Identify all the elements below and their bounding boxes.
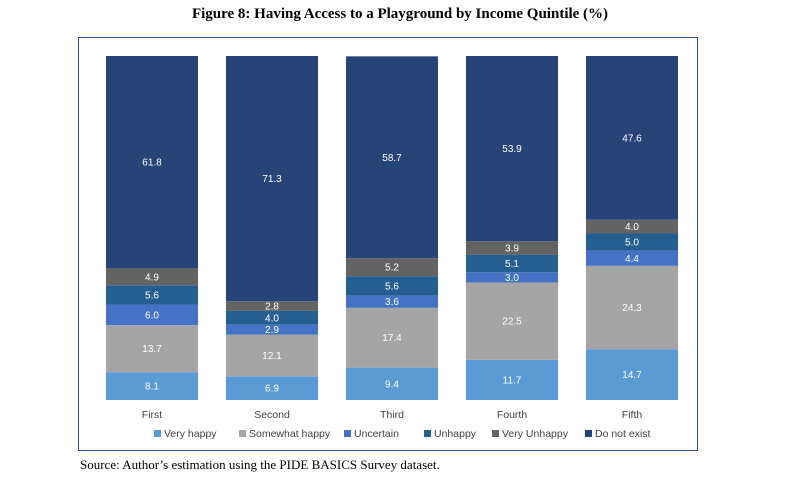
bar-segment bbox=[226, 334, 318, 377]
data-label: 22.5 bbox=[502, 317, 522, 328]
bar-segment bbox=[226, 56, 318, 302]
bar-segment bbox=[346, 295, 438, 308]
data-label: 5.0 bbox=[625, 238, 639, 249]
data-label: 12.1 bbox=[262, 351, 282, 362]
legend-label: Somewhat happy bbox=[249, 428, 331, 440]
x-tick-label: First bbox=[142, 409, 162, 421]
data-label: 9.4 bbox=[385, 379, 399, 390]
legend-label: Very Unhappy bbox=[502, 428, 569, 440]
bar-segment bbox=[466, 254, 558, 273]
bar-segment bbox=[226, 310, 318, 325]
source-note: Source: Author’s estimation using the PI… bbox=[80, 457, 440, 472]
data-label: 53.9 bbox=[502, 144, 522, 155]
bar-segment bbox=[466, 359, 558, 400]
bar-segment bbox=[346, 56, 438, 259]
data-label: 3.6 bbox=[385, 297, 399, 308]
bar-segment bbox=[106, 372, 198, 400]
data-label: 4.4 bbox=[625, 254, 639, 265]
legend-swatch bbox=[239, 430, 246, 437]
data-label: 11.7 bbox=[503, 375, 522, 386]
legend-swatch bbox=[344, 430, 351, 437]
legend-label: Unhappy bbox=[434, 428, 477, 440]
bar-segment bbox=[106, 268, 198, 286]
data-label: 6.0 bbox=[145, 310, 159, 321]
bar-segment bbox=[226, 376, 318, 400]
data-label: 58.7 bbox=[382, 153, 402, 164]
legend-swatch bbox=[154, 430, 161, 437]
data-label: 61.8 bbox=[142, 158, 162, 169]
legend-label: Do not exist bbox=[595, 428, 651, 440]
data-label: 2.8 bbox=[265, 302, 279, 313]
legend-swatch bbox=[585, 430, 592, 437]
bar-segment bbox=[106, 304, 198, 326]
bar-segment bbox=[346, 367, 438, 400]
bar-segment bbox=[466, 282, 558, 360]
data-label: 3.9 bbox=[505, 243, 519, 254]
bar-segment bbox=[466, 56, 558, 242]
data-label: 4.0 bbox=[625, 222, 639, 233]
chart-title: Figure 8: Having Access to a Playground … bbox=[191, 6, 609, 22]
data-label: 2.9 bbox=[265, 325, 279, 336]
bar-segment bbox=[346, 307, 438, 368]
bar-segment bbox=[586, 219, 678, 234]
bar-segment bbox=[106, 56, 198, 269]
legend-label: Very happy bbox=[164, 428, 217, 440]
bar-segment bbox=[106, 285, 198, 305]
data-label: 4.9 bbox=[145, 272, 159, 283]
data-label: 13.7 bbox=[142, 344, 162, 355]
bar-segment bbox=[346, 276, 438, 296]
data-label: 8.1 bbox=[145, 382, 159, 393]
data-label: 47.6 bbox=[622, 133, 642, 144]
x-tick-label: Second bbox=[254, 409, 290, 421]
x-tick-label: Third bbox=[380, 409, 404, 421]
legend-swatch bbox=[424, 430, 431, 437]
bar-segment bbox=[226, 301, 318, 311]
bar-segment bbox=[586, 265, 678, 350]
data-label: 24.3 bbox=[622, 303, 642, 314]
data-label: 6.9 bbox=[265, 384, 279, 395]
data-label: 17.4 bbox=[382, 333, 402, 344]
data-label: 71.3 bbox=[262, 174, 282, 185]
data-label: 5.6 bbox=[385, 281, 399, 292]
data-label: 4.0 bbox=[265, 313, 279, 324]
data-label: 5.6 bbox=[145, 290, 159, 301]
bar-segment bbox=[466, 272, 558, 283]
bar-segment bbox=[586, 349, 678, 400]
data-label: 5.1 bbox=[505, 259, 519, 270]
bar-segment bbox=[586, 56, 678, 220]
bar-segment bbox=[466, 241, 558, 255]
x-tick-label: Fourth bbox=[497, 409, 528, 421]
legend-swatch bbox=[492, 430, 499, 437]
legend-label: Uncertain bbox=[354, 428, 399, 440]
x-tick-label: Fifth bbox=[622, 409, 643, 421]
bar-segment bbox=[226, 324, 318, 335]
bar-segment bbox=[106, 325, 198, 373]
data-label: 5.2 bbox=[385, 263, 399, 274]
bar-segment bbox=[586, 250, 678, 266]
bar-segment bbox=[586, 233, 678, 251]
data-label: 3.0 bbox=[505, 273, 519, 284]
data-label: 14.7 bbox=[622, 370, 642, 381]
bar-segment bbox=[346, 258, 438, 277]
